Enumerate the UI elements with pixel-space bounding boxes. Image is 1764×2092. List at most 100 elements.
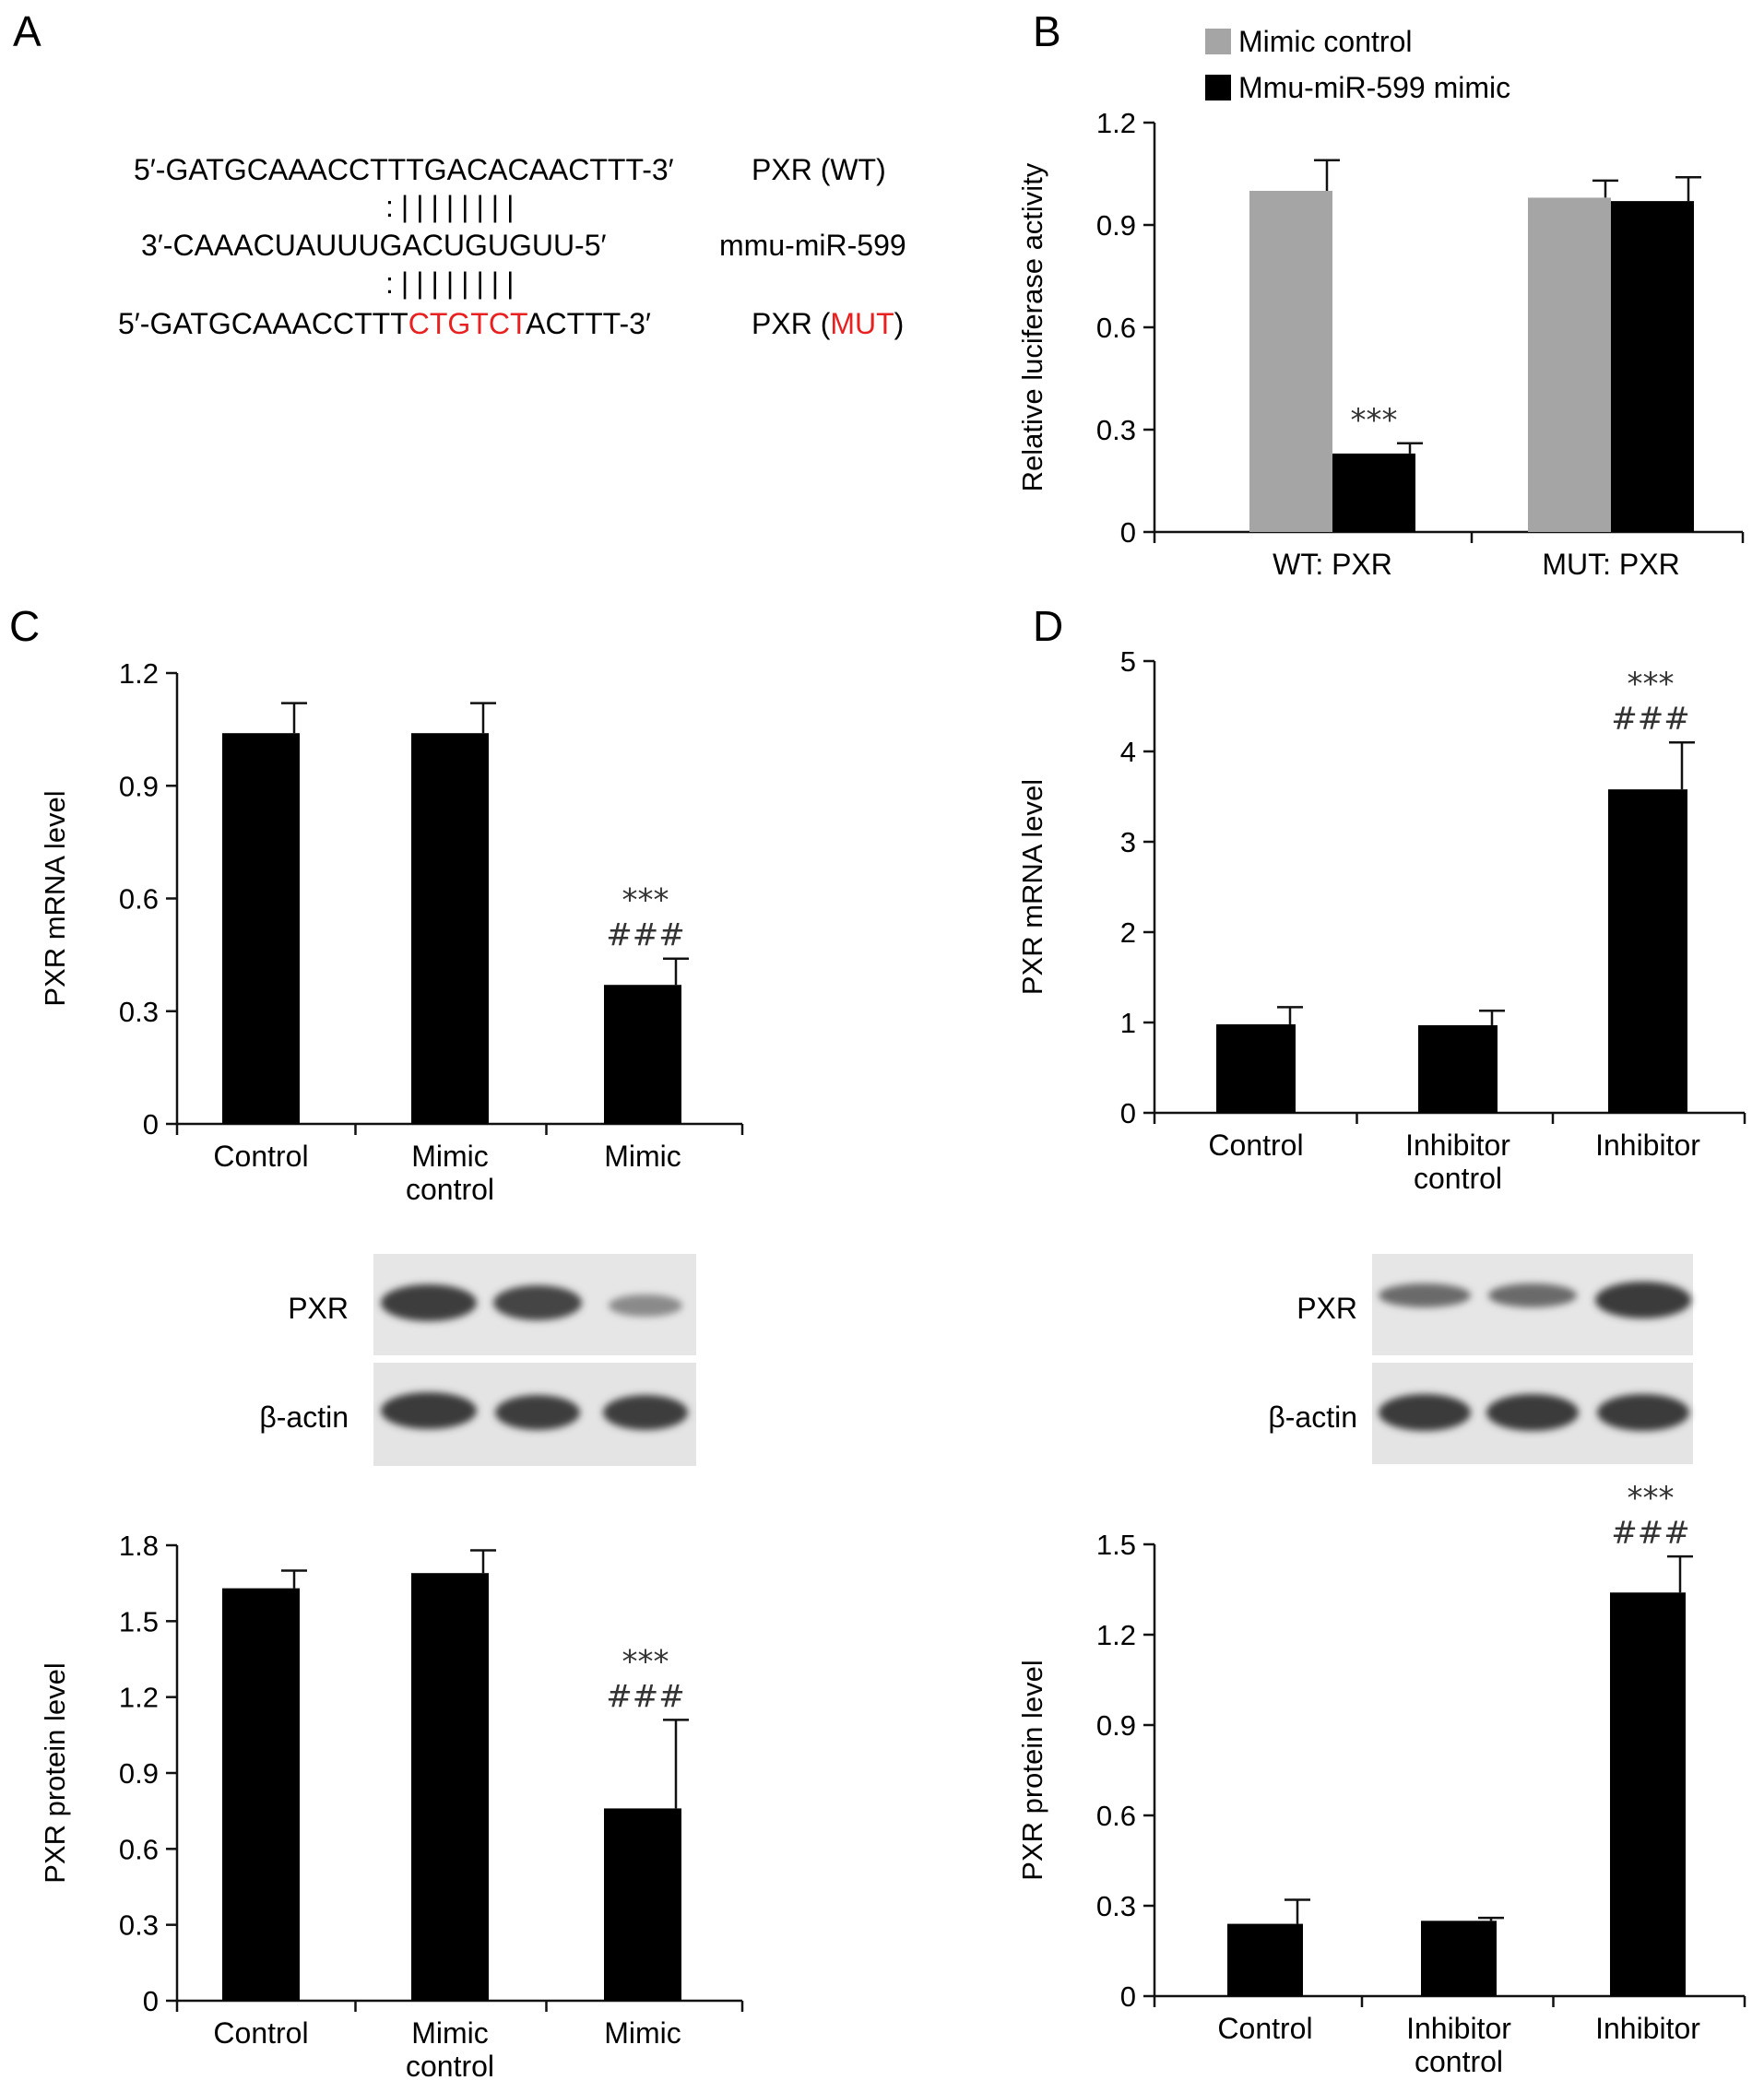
mirna-sequence: 3′-CAAACUAUUUGACUGUGUU-5′: [141, 229, 607, 262]
blot-c-actin-band-1: [381, 1392, 477, 1429]
significance-label: ***: [622, 1643, 669, 1680]
y-tick-label: 5: [1120, 645, 1136, 678]
x-tick-label: Mimic control: [406, 1140, 494, 1206]
x-tick-label: Control: [213, 2016, 308, 2050]
sequence-alignment: 5′-GATGCAAACCTTTGACACAACTTT-3′ PXR (WT) …: [118, 153, 906, 340]
mirna-label: mmu-miR-599: [719, 229, 906, 262]
bar: [604, 1808, 681, 2001]
bar: [1418, 1024, 1498, 1113]
blot-c-actin-band-3: [603, 1395, 688, 1430]
blot-c-actin-label: β-actin: [259, 1401, 349, 1434]
x-tick-label-line: Inhibitor: [1405, 1129, 1510, 1162]
legend-label: Mmu-miR-599 mimic: [1238, 71, 1510, 104]
mut-seq-mutated: CTGTCT: [408, 307, 527, 340]
chart-luciferase: 0 0.3 0.6 0.9 1.2 Relative luciferase activit…: [1016, 25, 1745, 581]
mut-label-post: ): [894, 307, 905, 340]
legend-swatch: [1205, 75, 1231, 100]
y-tick-label: 4: [1120, 736, 1136, 768]
x-tick-label: Control: [1208, 1129, 1303, 1162]
significance-label: ***: [1628, 666, 1675, 703]
x-tick-label-line: Mimic: [411, 1140, 489, 1173]
western-blot-c: PXR β-actin: [259, 1254, 696, 1466]
y-tick-label: 0: [1120, 1980, 1136, 2013]
blot-d-pxr-band-1: [1379, 1283, 1471, 1307]
y-tick-label: 0.9: [119, 770, 159, 802]
bar: [411, 733, 489, 1124]
bar: [604, 985, 681, 1124]
y-tick-label: 0.3: [119, 996, 159, 1028]
legend-label: Mimic control: [1238, 25, 1412, 58]
y-tick-label: 0: [143, 1985, 159, 2017]
blot-c-pxr-band-2: [493, 1285, 582, 1320]
blot-d-pxr-band-2: [1488, 1283, 1577, 1307]
y-tick-label: 1.2: [1096, 107, 1136, 139]
bar: [1608, 789, 1687, 1113]
bar: [1421, 1921, 1497, 1996]
blot-c-actin-band-2: [495, 1395, 580, 1430]
western-blot-d: PXR β-actin: [1268, 1254, 1693, 1464]
blot-c-pxr-band-1: [381, 1284, 477, 1321]
blot-d-actin-band-1: [1379, 1394, 1471, 1431]
bar: [1216, 1023, 1296, 1113]
bar: [1611, 201, 1694, 532]
bar: [1249, 191, 1332, 532]
significance-label: ***: [1351, 402, 1398, 439]
y-tick-label: 1.2: [119, 657, 159, 690]
x-tick-label: Control: [213, 1140, 308, 1173]
wt-sequence: 5′-GATGCAAACCTTTGACACAACTTT-3′: [134, 153, 674, 186]
x-tick-label-line: control: [1414, 1162, 1502, 1195]
mut-seq-part2: ACTTT-3′: [526, 307, 651, 340]
pairing-lines-top: :||||||||: [385, 190, 521, 223]
y-tick-label: 0.9: [1096, 209, 1136, 242]
bar: [411, 1573, 489, 2001]
bar: [1610, 1592, 1686, 1996]
x-tick-label-line: Control: [213, 1140, 308, 1173]
x-tick-label: Control: [1217, 2012, 1312, 2045]
significance-label: ###: [1611, 1515, 1689, 1552]
panel-label-a: A: [13, 7, 41, 55]
panel-label-d: D: [1033, 602, 1063, 650]
mut-sequence: 5′-GATGCAAACCTTTCTGTCTACTTT-3′: [118, 307, 651, 340]
y-tick-label: 0.6: [119, 883, 159, 916]
mut-seq-part1: 5′-GATGCAAACCTTT: [118, 307, 408, 340]
blot-d-pxr-band-3: [1595, 1282, 1691, 1318]
y-tick-label: 1.8: [119, 1530, 159, 1562]
y-tick-label: 0.6: [1096, 312, 1136, 344]
significance-label: ###: [1611, 701, 1689, 738]
x-tick-label-line: control: [406, 1173, 494, 1206]
y-tick-label: 0.3: [119, 1909, 159, 1942]
x-tick-label: MUT: PXR: [1542, 548, 1679, 581]
y-tick-label: 1.2: [119, 1682, 159, 1714]
x-tick-label: Inhibitor: [1595, 2012, 1700, 2045]
pairing-lines-bottom: :||||||||: [385, 266, 521, 300]
panel-label-b: B: [1033, 7, 1061, 55]
x-tick-label-line: Mimic: [604, 2016, 681, 2050]
blot-c-pxr-band-3: [609, 1294, 682, 1317]
bar: [1332, 453, 1415, 532]
x-tick-label-line: Control: [1217, 2012, 1312, 2045]
y-tick-label: 0.6: [1096, 1800, 1136, 1832]
y-tick-label: 0.9: [119, 1757, 159, 1790]
y-tick-label: 1.2: [1096, 1619, 1136, 1651]
bar: [222, 1588, 300, 2001]
blot-c-pxr-label: PXR: [288, 1292, 349, 1325]
y-axis-label: PXR protein level: [1016, 1660, 1048, 1881]
x-tick-label: Mimic control: [406, 2016, 494, 2083]
x-tick-label-line: Inhibitor: [1406, 2012, 1511, 2045]
bar: [1528, 197, 1611, 532]
y-tick-label: 0.3: [1096, 1890, 1136, 1922]
x-tick-label-line: Control: [213, 2016, 308, 2050]
y-tick-label: 0: [143, 1108, 159, 1141]
y-axis-label: Relative luciferase activity: [1016, 162, 1048, 491]
y-tick-label: 1.5: [119, 1605, 159, 1637]
y-tick-label: 0.3: [1096, 414, 1136, 446]
x-tick-label-line: Control: [1208, 1129, 1303, 1162]
x-tick-label: Mimic: [604, 1140, 681, 1173]
x-tick-label-line: WT: PXR: [1273, 548, 1392, 581]
x-tick-label: Inhibitor: [1595, 1129, 1700, 1162]
x-tick-label: Inhibitor control: [1406, 2012, 1511, 2078]
x-tick-label: Inhibitor control: [1405, 1129, 1510, 1195]
x-tick-label-line: MUT: PXR: [1542, 548, 1679, 581]
